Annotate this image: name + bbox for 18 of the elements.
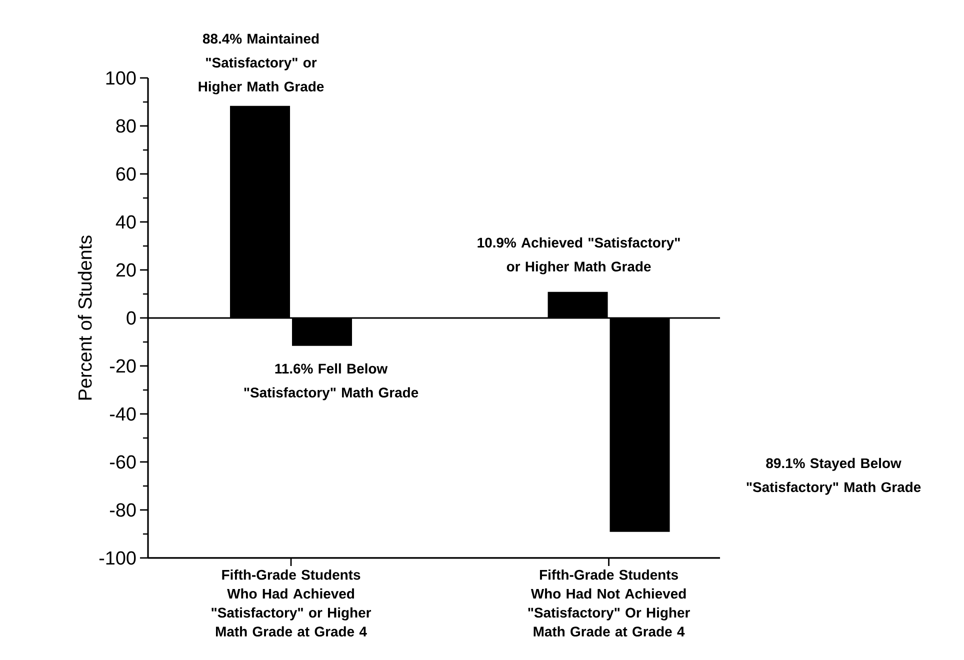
y-tick-label: 100 xyxy=(106,71,136,85)
y-tick-label: 80 xyxy=(116,119,136,133)
x-tick-label: Fifth-Grade Students Who Had Not Achieved "Satisfactory" Or Higher Math Grade at Grade 4 xyxy=(528,570,690,637)
y-tick-label: 40 xyxy=(116,215,136,229)
text: 89.1% Stayed Below "Satisfactory" Math Grade xyxy=(746,458,921,495)
x-tick-label: Fifth-Grade Students Who Had Achieved "Satisfactory" or Higher Math Grade at Grade 4 xyxy=(212,570,372,637)
y-tick-label: 20 xyxy=(116,263,136,277)
y-tick-label: -80 xyxy=(110,503,136,517)
y-axis-title: Percent of Students xyxy=(78,236,92,400)
annotation: 10.9% Achieved "Satisfactory" or Higher Math Grade xyxy=(478,237,680,274)
y-tick-label: 60 xyxy=(116,167,136,181)
y-tick-label: 0 xyxy=(126,311,136,325)
y-tick-label: -20 xyxy=(110,359,136,373)
y-tick-label: -40 xyxy=(110,407,136,421)
annotation: 11.6% Fell Below "Satisfactory" Math Grade xyxy=(244,363,418,400)
y-tick-label: -60 xyxy=(110,455,136,469)
annotation: 88.4% Maintained "Satisfactory" or Higher Math Grade xyxy=(198,33,324,94)
y-tick-label: -100 xyxy=(99,551,136,565)
